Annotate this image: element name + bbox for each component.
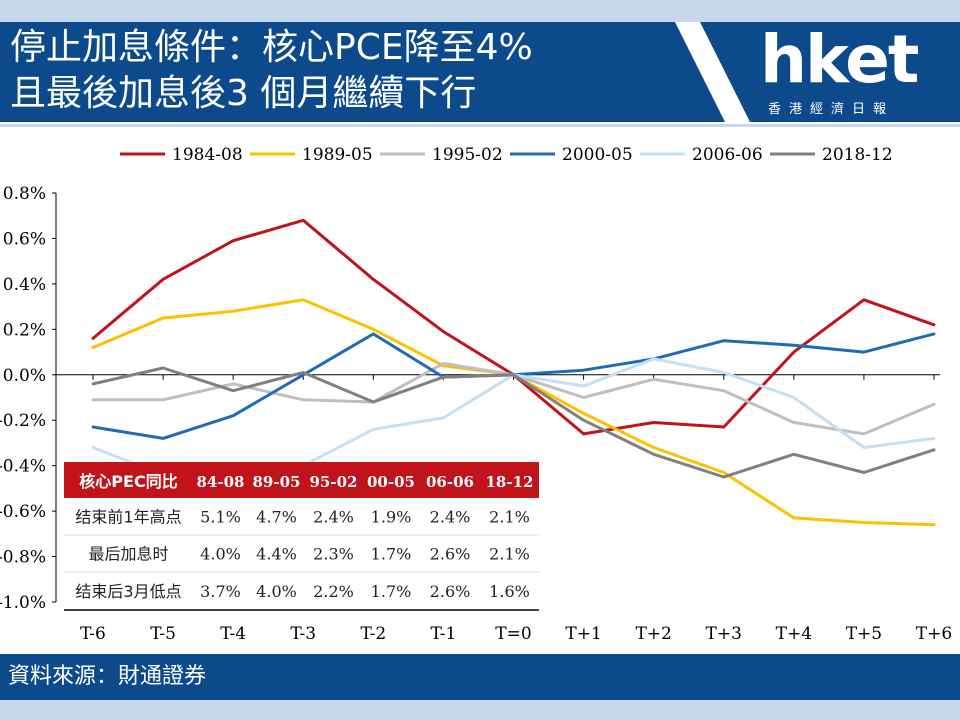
y-tick-label: 0.0% <box>3 366 46 386</box>
table-cell: 4.0% <box>256 582 297 601</box>
y-tick-label: -0.6% <box>0 502 46 522</box>
x-tick-label: T-1 <box>431 624 457 644</box>
legend-label-2000-05: 2000-05 <box>562 145 633 165</box>
table-cell: 5.1% <box>200 508 241 527</box>
table-cell: 2.4% <box>430 508 471 527</box>
series-line-2018-12 <box>91 366 936 479</box>
table-header-cell: 核心PEC同比 <box>79 472 177 491</box>
series-line-1984-08 <box>91 218 936 436</box>
table-header-bg <box>64 462 539 498</box>
table-cell: 2.1% <box>489 545 530 564</box>
table-cell: 4.7% <box>256 508 297 527</box>
top-strip <box>0 0 960 22</box>
title-line-2: 且最後加息後3 個月繼續下行 <box>10 73 477 114</box>
table-cell: 4.0% <box>200 545 241 564</box>
chart-legend: 1984-08 1989-05 1995-02 2000-05 2006-06 2018-… <box>120 145 893 165</box>
x-tick-label: T-4 <box>220 624 246 644</box>
table-cell: 1.9% <box>371 508 412 527</box>
y-tick-label: -1.0% <box>0 593 46 613</box>
table-cell: 2.2% <box>313 582 354 601</box>
table-cell: 4.4% <box>256 545 297 564</box>
source-note: 資料來源：財通證券 <box>8 664 207 689</box>
table-cell: 1.6% <box>489 582 530 601</box>
legend-label-2006-06: 2006-06 <box>692 145 763 165</box>
table-cell: 2.6% <box>430 545 471 564</box>
hket-logo: hket <box>760 21 919 98</box>
legend-label-1989-05: 1989-05 <box>302 145 373 165</box>
x-tick-label: T-5 <box>150 624 176 644</box>
x-tick-label: T+5 <box>846 624 882 644</box>
separator-line <box>0 124 960 127</box>
x-tick-label: T=0 <box>495 624 531 644</box>
legend-label-1984-08: 1984-08 <box>172 145 243 165</box>
y-tick-label: -0.2% <box>0 411 46 431</box>
table-header-cell: 89-05 <box>253 473 301 491</box>
table-cell: 2.3% <box>313 545 354 564</box>
table-header-cell: 84-08 <box>197 473 245 491</box>
y-tick-label: 0.8% <box>3 184 46 204</box>
table-cell: 1.7% <box>371 545 412 564</box>
table-cell: 3.7% <box>200 582 241 601</box>
pce-table: 核心PEC同比 84-08 89-05 95-02 00-05 06-06 18-12 结束前… <box>64 462 539 611</box>
x-tick-label: T+3 <box>706 624 742 644</box>
table-cell: 2.4% <box>313 508 354 527</box>
y-tick-label: 0.6% <box>3 229 46 249</box>
table-header-cell: 18-12 <box>486 473 534 491</box>
bottom-strip <box>0 700 960 720</box>
x-tick-label: T+6 <box>916 624 952 644</box>
y-tick-label: 0.2% <box>3 320 46 340</box>
x-tick-label: T+1 <box>565 624 601 644</box>
table-cell: 2.1% <box>489 508 530 527</box>
table-cell: 结束前1年高点 <box>75 508 181 527</box>
table-header-cell: 95-02 <box>310 473 358 491</box>
y-tick-label: -0.8% <box>0 548 46 568</box>
title-line-1: 停止加息條件：核心PCE降至4% <box>10 27 533 68</box>
x-tick-label: T+4 <box>776 624 812 644</box>
legend-label-1995-02: 1995-02 <box>432 145 503 165</box>
chart-axes: 0.8% 0.6% 0.4% 0.2% 0.0% -0.2% -0.4% -0.6% -0.8%… <box>0 184 952 644</box>
logo-panel <box>700 22 960 122</box>
x-tick-label: T-3 <box>290 624 316 644</box>
legend-label-2018-12: 2018-12 <box>822 145 893 165</box>
y-tick-label: 0.4% <box>3 275 46 295</box>
title-panel <box>0 22 725 122</box>
footer-band: 資料來源：財通證券 <box>0 654 960 700</box>
y-tick-label: -0.4% <box>0 457 46 477</box>
table-header-cell: 00-05 <box>367 473 415 491</box>
table-header-cell: 06-06 <box>426 473 474 491</box>
x-tick-label: T+2 <box>635 624 671 644</box>
table-cell: 最后加息时 <box>88 545 168 564</box>
table-cell: 2.6% <box>430 582 471 601</box>
chart: 0.8% 0.6% 0.4% 0.2% 0.0% -0.2% -0.4% -0.6% -0.8%… <box>0 145 952 644</box>
table-cell: 结束后3月低点 <box>75 582 181 601</box>
x-tick-label: T-6 <box>80 624 106 644</box>
x-tick-label: T-2 <box>360 624 386 644</box>
hket-logo-subtitle: 香港經濟日報 <box>768 102 895 117</box>
table-cell: 1.7% <box>371 582 412 601</box>
